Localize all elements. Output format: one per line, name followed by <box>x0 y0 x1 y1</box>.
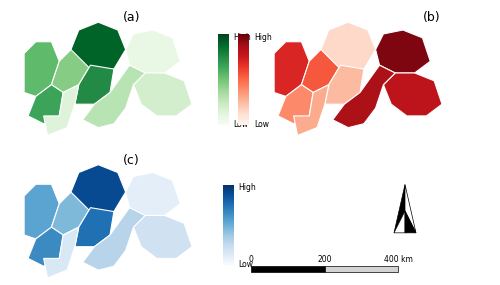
Polygon shape <box>394 211 405 233</box>
Polygon shape <box>278 85 313 124</box>
Polygon shape <box>376 30 430 73</box>
Polygon shape <box>394 185 405 233</box>
Polygon shape <box>384 73 442 116</box>
Polygon shape <box>325 65 364 104</box>
Text: (b): (b) <box>423 11 440 25</box>
Polygon shape <box>134 73 192 116</box>
Polygon shape <box>52 188 90 235</box>
Polygon shape <box>126 172 180 215</box>
Polygon shape <box>321 22 376 73</box>
Text: 200: 200 <box>318 255 332 264</box>
Text: (a): (a) <box>123 11 140 25</box>
Polygon shape <box>44 85 79 135</box>
Polygon shape <box>71 165 126 215</box>
Polygon shape <box>75 65 114 104</box>
Polygon shape <box>82 65 145 128</box>
Polygon shape <box>24 184 59 239</box>
Polygon shape <box>126 30 180 73</box>
Polygon shape <box>405 211 416 233</box>
Text: (c): (c) <box>123 154 140 167</box>
Polygon shape <box>405 185 416 233</box>
Polygon shape <box>44 227 79 278</box>
Polygon shape <box>71 22 126 73</box>
Polygon shape <box>274 42 309 96</box>
Polygon shape <box>52 46 90 93</box>
Polygon shape <box>75 208 114 247</box>
Polygon shape <box>134 215 192 258</box>
Bar <box>251 266 324 272</box>
Polygon shape <box>302 46 341 93</box>
Text: 0: 0 <box>248 255 254 264</box>
Polygon shape <box>294 85 329 135</box>
Polygon shape <box>28 85 63 124</box>
Text: 400 km: 400 km <box>384 255 413 264</box>
Bar <box>324 266 398 272</box>
Polygon shape <box>332 65 395 128</box>
Polygon shape <box>24 42 59 96</box>
Polygon shape <box>28 227 63 266</box>
Polygon shape <box>82 208 145 270</box>
